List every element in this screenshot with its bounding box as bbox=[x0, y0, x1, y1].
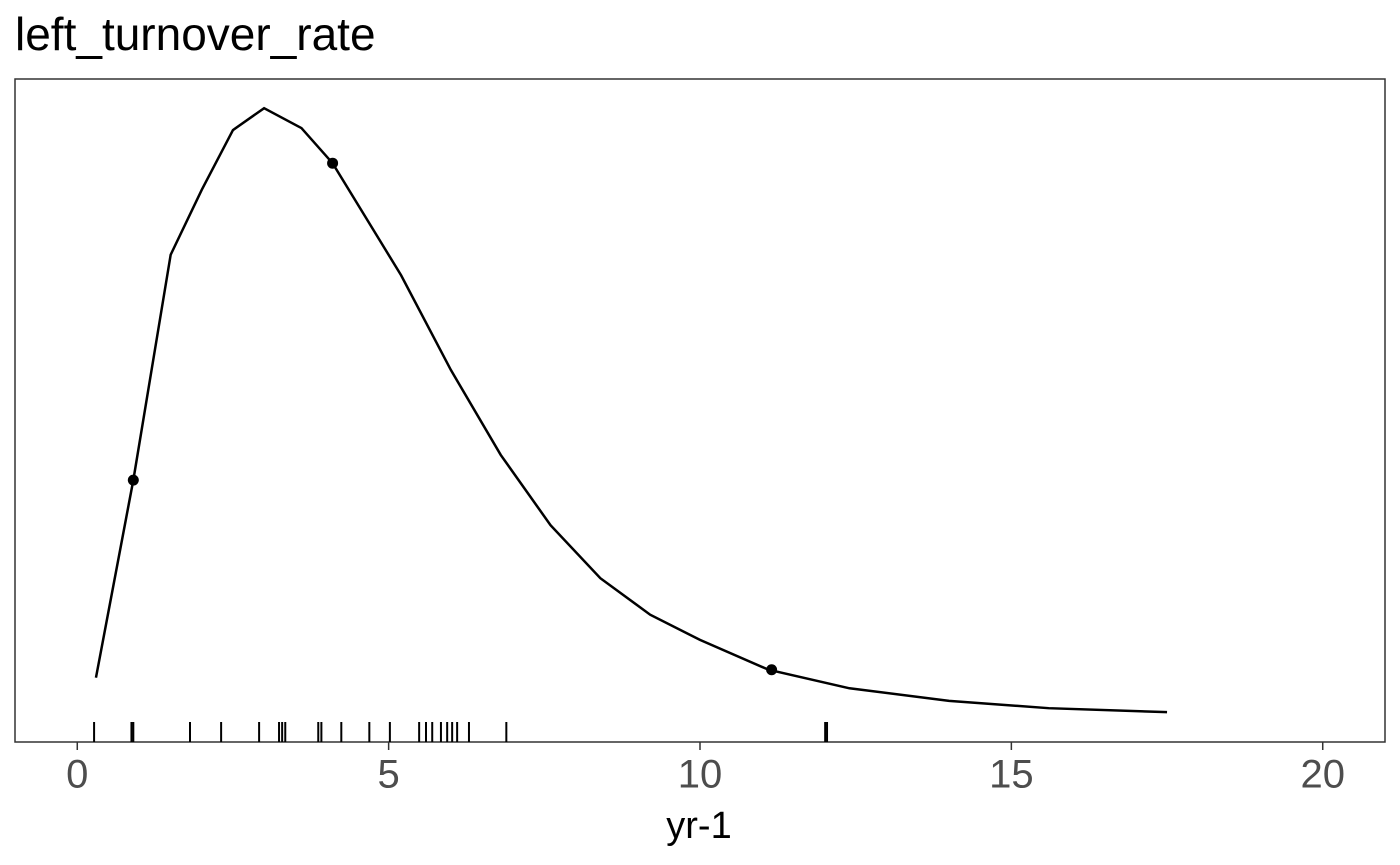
panel-border bbox=[14, 78, 1386, 743]
x-tick-label: 10 bbox=[678, 753, 723, 797]
x-tick-label: 20 bbox=[1300, 753, 1345, 797]
point bbox=[127, 474, 139, 486]
x-axis-label: yr-1 bbox=[666, 805, 731, 847]
x-tick-label: 15 bbox=[989, 753, 1034, 797]
point bbox=[766, 664, 778, 676]
x-tick-label: 5 bbox=[378, 753, 400, 797]
chart-title: left_turnover_rate bbox=[15, 8, 376, 60]
x-tick-label: 0 bbox=[66, 753, 88, 797]
density-curve bbox=[94, 106, 1168, 714]
point bbox=[327, 157, 339, 169]
